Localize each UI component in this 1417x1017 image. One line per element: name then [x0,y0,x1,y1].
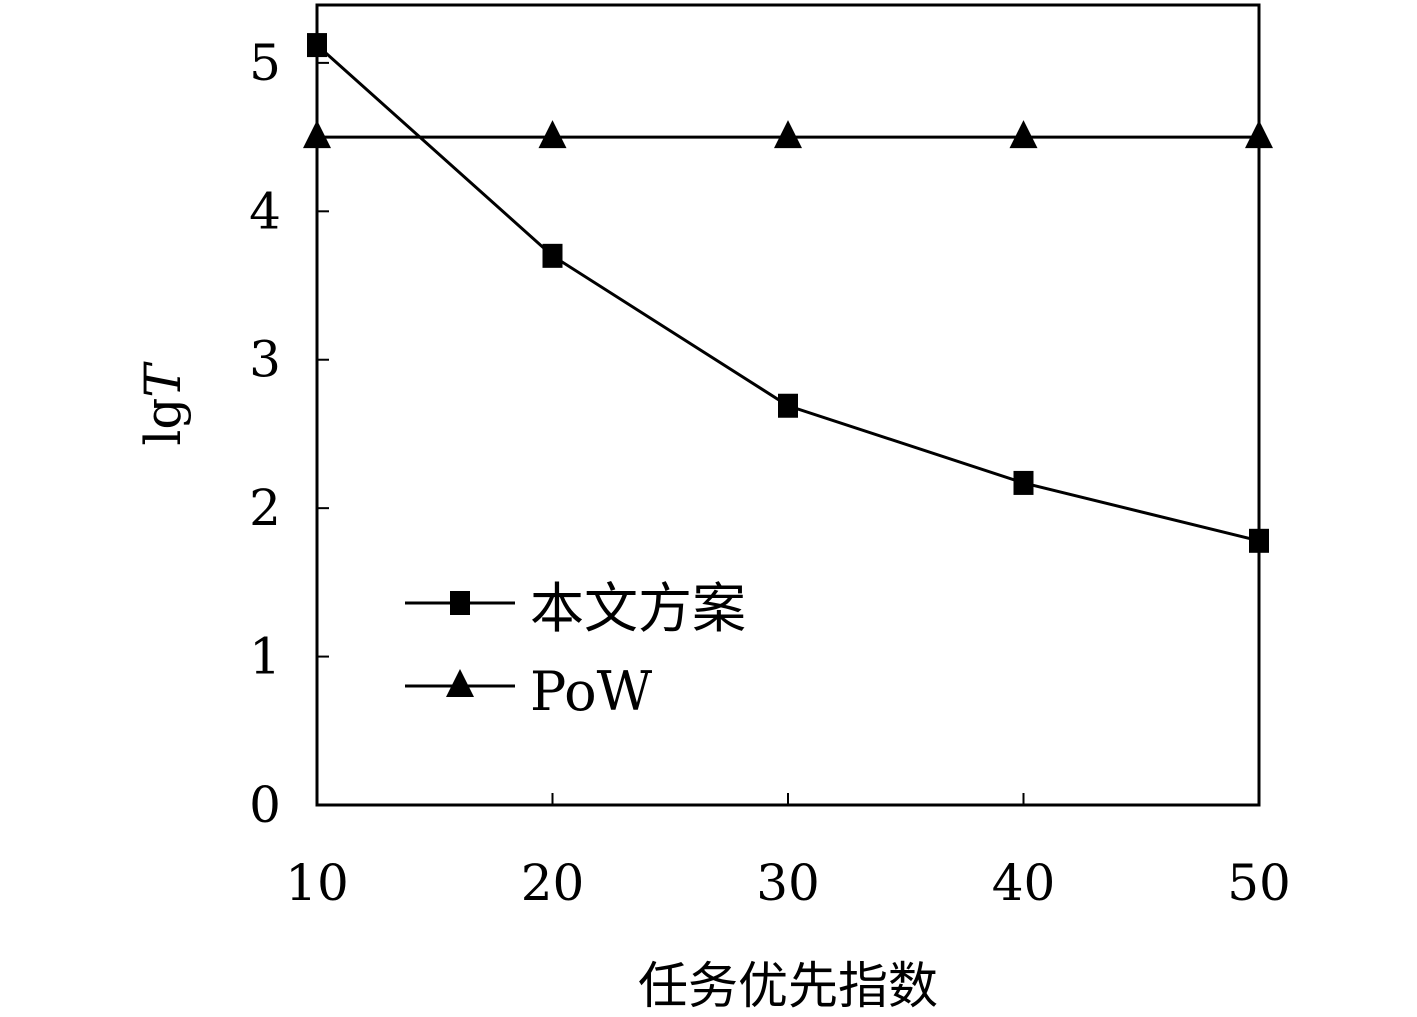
y-axis-label: lgT [134,361,192,446]
data-point [542,243,563,268]
y-tick-label: 3 [249,331,281,389]
x-tick-label: 40 [992,854,1056,912]
data-point [1245,120,1273,149]
y-tick-label: 2 [249,479,281,537]
data-point [1009,120,1038,149]
data-point [1249,528,1269,553]
x-tick-label: 20 [521,854,585,912]
data-point [303,120,331,149]
x-axis-label: 任务优先指数 [638,957,938,1015]
legend-label: PoW [530,660,653,723]
x-tick-label: 10 [285,854,349,912]
data-point [1013,470,1034,495]
legend-marker [450,591,470,615]
data-point [778,393,798,418]
x-tick-label: 50 [1227,854,1291,912]
legend-marker [446,669,474,697]
data-point [307,33,327,58]
legend-label: 本文方案 [530,577,746,640]
x-tick-label: 30 [756,854,820,912]
y-tick-label: 0 [249,776,281,834]
y-tick-label: 4 [249,182,281,240]
series-line-1 [315,43,1260,543]
y-tick-label: 5 [249,34,281,92]
data-point [774,120,802,149]
data-point [538,120,567,149]
legend: 本文方案 PoW [405,577,746,723]
y-tick-label: 1 [249,628,281,686]
